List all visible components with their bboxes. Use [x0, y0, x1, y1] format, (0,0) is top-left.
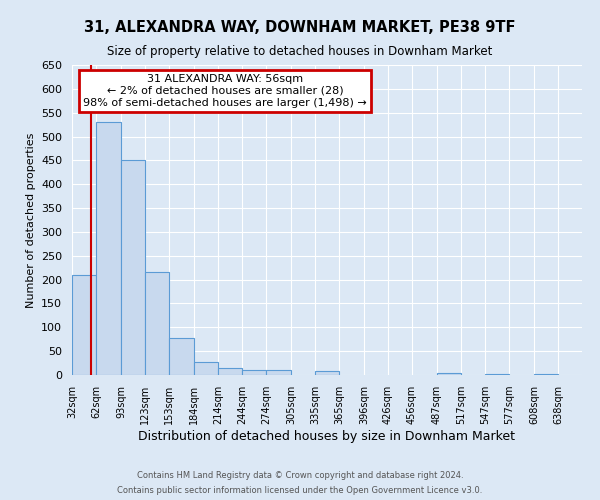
Bar	[121, 160, 145, 375]
Text: Contains HM Land Registry data © Crown copyright and database right 2024.: Contains HM Land Registry data © Crown c…	[137, 471, 463, 480]
Bar	[437, 372, 461, 375]
Bar	[145, 272, 169, 375]
Bar	[194, 362, 218, 375]
Bar	[242, 370, 266, 375]
Text: Contains public sector information licensed under the Open Government Licence v3: Contains public sector information licen…	[118, 486, 482, 495]
X-axis label: Distribution of detached houses by size in Downham Market: Distribution of detached houses by size …	[139, 430, 515, 443]
Y-axis label: Number of detached properties: Number of detached properties	[26, 132, 35, 308]
Text: Size of property relative to detached houses in Downham Market: Size of property relative to detached ho…	[107, 45, 493, 58]
Text: 31, ALEXANDRA WAY, DOWNHAM MARKET, PE38 9TF: 31, ALEXANDRA WAY, DOWNHAM MARKET, PE38 …	[84, 20, 516, 35]
Text: 31 ALEXANDRA WAY: 56sqm
← 2% of detached houses are smaller (28)
98% of semi-det: 31 ALEXANDRA WAY: 56sqm ← 2% of detached…	[83, 74, 367, 108]
Bar	[72, 275, 96, 375]
Bar	[169, 338, 194, 375]
Bar	[96, 122, 121, 375]
Bar	[315, 371, 339, 375]
Bar	[266, 370, 291, 375]
Bar	[485, 374, 509, 375]
Bar	[218, 368, 242, 375]
Bar	[534, 374, 558, 375]
